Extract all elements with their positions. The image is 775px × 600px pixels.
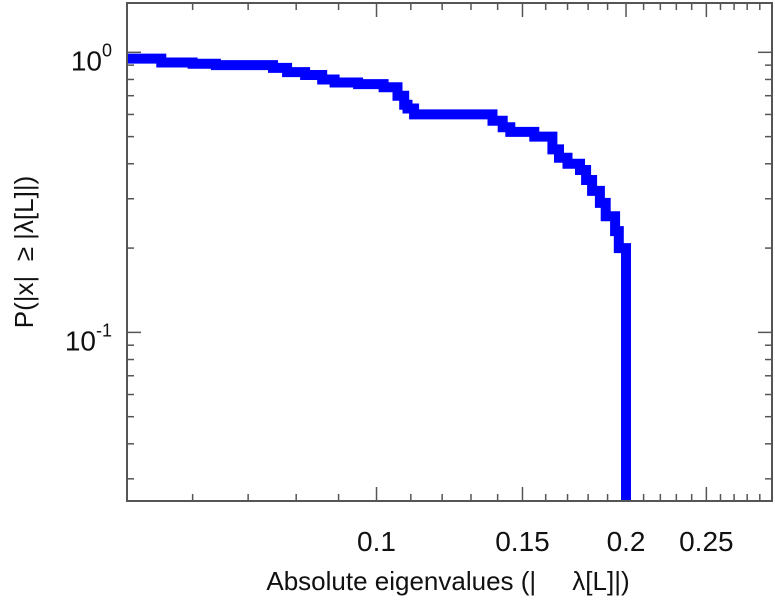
- x-tick-label: 0.15: [495, 526, 550, 557]
- plot-frame: [126, 2, 773, 502]
- y-tick-label: 100: [71, 40, 112, 76]
- x-tick-label: 0.1: [357, 526, 396, 557]
- x-tick-label: 0.25: [679, 526, 734, 557]
- y-tick-label: 10-1: [65, 320, 112, 356]
- tick-marks: [127, 3, 773, 501]
- series-layer: [127, 53, 631, 501]
- x-axis-title: Absolute eigenvalues (| λ[L]|): [266, 566, 629, 596]
- y-axis-title: P(|x| ≥ |λ[L]|): [9, 176, 39, 329]
- tick-labels: 0.1 0.15 0.2 0.25 100 10-1: [65, 40, 734, 557]
- x-tick-label: 0.2: [607, 526, 646, 557]
- series-line: [127, 53, 631, 501]
